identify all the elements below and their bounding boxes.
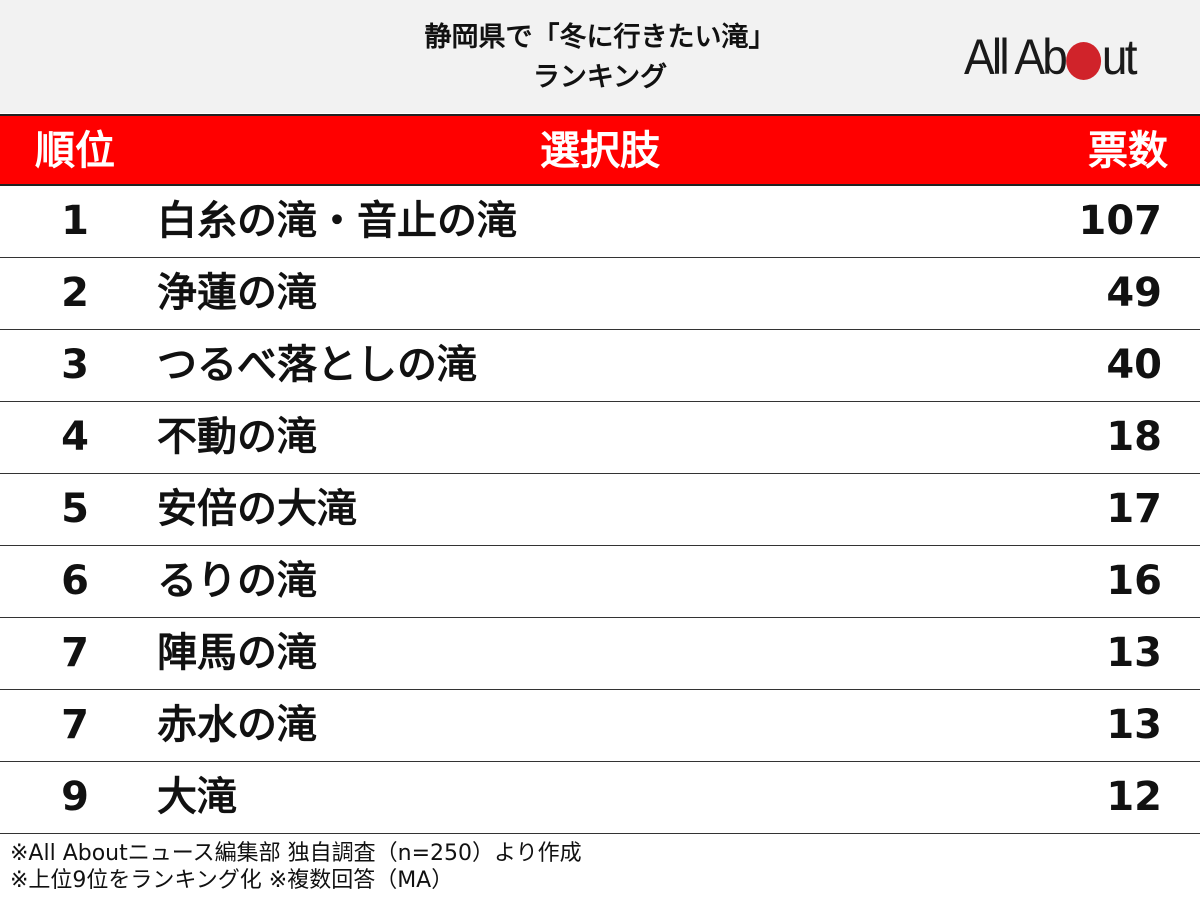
title-line-2: ランキング [532, 62, 668, 93]
page-title: 静岡県で「冬に行きたい滝」 ランキング [300, 18, 900, 98]
table-row: 4 不動の滝 18 [0, 402, 1200, 474]
choice-cell: 赤水の滝 [157, 702, 317, 748]
choice-cell: 白糸の滝・音止の滝 [157, 198, 517, 244]
table-row: 2 浄蓮の滝 49 [0, 258, 1200, 330]
rank-cell: 7 [61, 702, 89, 748]
votes-cell: 49 [1106, 270, 1162, 316]
table-row: 3 つるべ落としの滝 40 [0, 330, 1200, 402]
votes-cell: 107 [1078, 198, 1163, 244]
rank-cell: 1 [61, 198, 89, 244]
column-header-votes: 票数 [1088, 128, 1168, 174]
table-row: 9 大滝 12 [0, 762, 1200, 834]
rank-cell: 3 [61, 342, 89, 388]
table-row: 7 陣馬の滝 13 [0, 618, 1200, 690]
all-about-logo: All Ab ut [964, 29, 1137, 85]
choice-cell: 不動の滝 [157, 414, 317, 460]
rank-cell: 9 [61, 774, 89, 820]
title-line-1: 静岡県で「冬に行きたい滝」 [424, 22, 776, 53]
votes-cell: 13 [1106, 702, 1162, 748]
choice-cell: 浄蓮の滝 [157, 270, 317, 316]
choice-cell: 大滝 [157, 774, 237, 820]
table-row: 7 赤水の滝 13 [0, 690, 1200, 762]
table-row: 5 安倍の大滝 17 [0, 474, 1200, 546]
rank-cell: 2 [61, 270, 89, 316]
rank-cell: 5 [61, 486, 89, 532]
choice-cell: つるべ落としの滝 [157, 342, 477, 388]
choice-cell: 安倍の大滝 [157, 486, 357, 532]
table-row: 6 るりの滝 16 [0, 546, 1200, 618]
votes-cell: 13 [1106, 630, 1162, 676]
footnote-1: ※All Aboutニュース編集部 独自調査（n=250）より作成 [10, 841, 582, 866]
votes-cell: 18 [1106, 414, 1162, 460]
votes-cell: 12 [1106, 774, 1162, 820]
choice-cell: 陣馬の滝 [157, 630, 317, 676]
table-header: 順位 選択肢 票数 [0, 114, 1200, 186]
votes-cell: 17 [1106, 486, 1162, 532]
rank-cell: 7 [61, 630, 89, 676]
choice-cell: るりの滝 [157, 558, 317, 604]
column-header-rank: 順位 [35, 128, 115, 174]
rank-cell: 4 [61, 414, 89, 460]
footnote-2: ※上位9位をランキング化 ※複数回答（MA） [10, 868, 454, 893]
votes-cell: 16 [1106, 558, 1162, 604]
rank-cell: 6 [61, 558, 89, 604]
votes-cell: 40 [1106, 342, 1162, 388]
header: 静岡県で「冬に行きたい滝」 ランキング All Ab ut [0, 0, 1200, 113]
table-row: 1 白糸の滝・音止の滝 107 [0, 186, 1200, 258]
column-header-choice: 選択肢 [540, 128, 660, 174]
